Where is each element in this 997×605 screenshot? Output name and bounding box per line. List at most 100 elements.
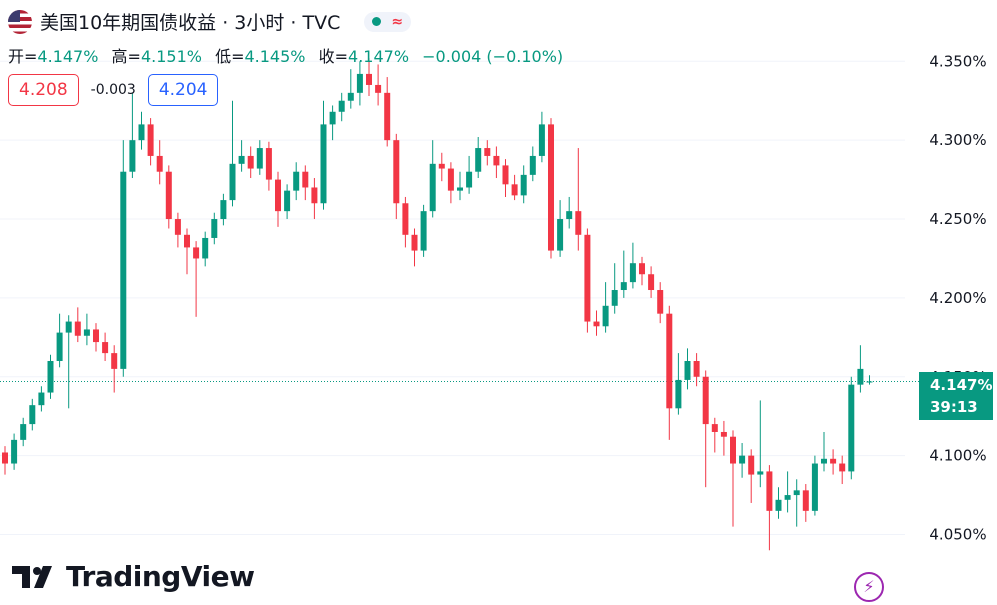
candle-body: [502, 165, 509, 185]
candle-body: [65, 321, 72, 333]
candle-body: [766, 471, 773, 511]
candle-body: [111, 353, 118, 369]
candle-body: [356, 73, 363, 93]
open-label: 开=: [8, 47, 38, 66]
candle-body: [711, 424, 718, 432]
candle-body: [229, 163, 236, 201]
high-label: 高=: [111, 47, 141, 66]
candle-body: [438, 163, 445, 169]
status-wave: ≈: [391, 13, 404, 30]
candle-body: [93, 329, 99, 343]
candle-body: [247, 155, 254, 169]
candle-body: [56, 332, 63, 361]
candle-body: [629, 263, 636, 283]
candle-body: [839, 463, 846, 472]
candle-body: [538, 124, 545, 156]
candle-body: [457, 187, 463, 191]
candle-body: [20, 424, 27, 440]
candle-body: [484, 148, 491, 156]
candle-body: [793, 490, 800, 496]
candle-body: [493, 155, 500, 166]
ohlc-legend: 开=4.147% 高=4.151% 低=4.145% 收=4.147% −0.0…: [8, 43, 571, 67]
y-tick-label: 4.250%: [929, 210, 986, 228]
candle-body: [657, 290, 664, 314]
candle-body: [639, 263, 645, 275]
brand-logo: [12, 565, 52, 588]
candle-body: [602, 305, 609, 327]
candle-body: [11, 439, 18, 464]
candle-body: [811, 463, 818, 511]
candle-body: [575, 211, 582, 235]
candle-body: [666, 313, 673, 409]
candle-body: [2, 452, 8, 464]
candle-body: [302, 171, 309, 188]
y-tick-label: 4.350%: [929, 52, 986, 70]
candle-body: [730, 436, 736, 464]
candle-body: [402, 203, 409, 235]
candle-body: [320, 124, 327, 204]
candle-body: [83, 329, 90, 336]
candle-body: [275, 179, 281, 212]
candle-body: [29, 405, 36, 425]
open-value: 4.147%: [37, 47, 99, 66]
candle-body: [74, 321, 81, 336]
candle-body: [293, 171, 300, 191]
candle-body: [311, 187, 318, 204]
close-value: 4.147%: [348, 47, 410, 66]
candle-body: [375, 84, 382, 93]
candle-body: [120, 171, 127, 369]
low-value: 4.145%: [244, 47, 306, 66]
candle-body: [174, 219, 181, 235]
candle-body: [102, 342, 109, 354]
candle-body: [548, 124, 554, 251]
candle-body: [557, 219, 564, 251]
candle-body: [739, 455, 746, 464]
candle-body: [429, 163, 436, 212]
last-price: 4.147%: [930, 376, 993, 394]
candle-body: [748, 455, 755, 475]
candle-body: [38, 392, 45, 406]
candle-body: [821, 458, 827, 464]
close-label: 收=: [318, 47, 349, 66]
countdown: 39:13: [930, 398, 978, 416]
high-value: 4.151%: [140, 47, 202, 66]
status-pill[interactable]: ≈: [364, 11, 412, 32]
candle-body: [129, 140, 136, 172]
spread: -0.003: [90, 82, 136, 98]
candle-body: [648, 274, 655, 291]
candle-body: [830, 458, 837, 464]
sell-box[interactable]: 4.208: [8, 74, 79, 106]
candle-body: [147, 124, 154, 156]
candle-body: [693, 360, 700, 377]
candle-body: [866, 381, 873, 383]
candle-body: [184, 234, 190, 248]
y-tick-label: 4.300%: [929, 131, 986, 149]
candle-body: [775, 499, 782, 511]
buy-box[interactable]: 4.204: [147, 74, 219, 106]
candle-body: [584, 234, 591, 322]
candle-body: [675, 379, 682, 409]
change-value: −0.004 (−0.10%): [422, 47, 564, 66]
last-price-label: 4.147% 39:13: [919, 372, 993, 420]
candle-body: [784, 495, 791, 500]
candle-body: [256, 148, 263, 169]
candle-body: [466, 171, 473, 188]
status-dot: [372, 17, 382, 26]
bolt-button[interactable]: ⚡: [854, 572, 884, 602]
candle-body: [138, 124, 145, 141]
candle-body: [411, 234, 418, 251]
brand: TradingView: [12, 560, 255, 593]
candle-body: [193, 247, 200, 259]
candle-body: [329, 111, 336, 125]
candle-body: [611, 290, 618, 306]
y-tick-label: 4.050%: [929, 526, 986, 544]
candle-body: [165, 171, 172, 220]
brand-name: TradingView: [66, 560, 255, 593]
candle-body: [620, 282, 627, 291]
candle-body: [520, 174, 527, 196]
candle-body: [265, 148, 272, 180]
candle-body: [420, 211, 427, 251]
price-boxes: 4.208 -0.003 4.204: [8, 74, 219, 106]
candle-body: [384, 92, 391, 141]
